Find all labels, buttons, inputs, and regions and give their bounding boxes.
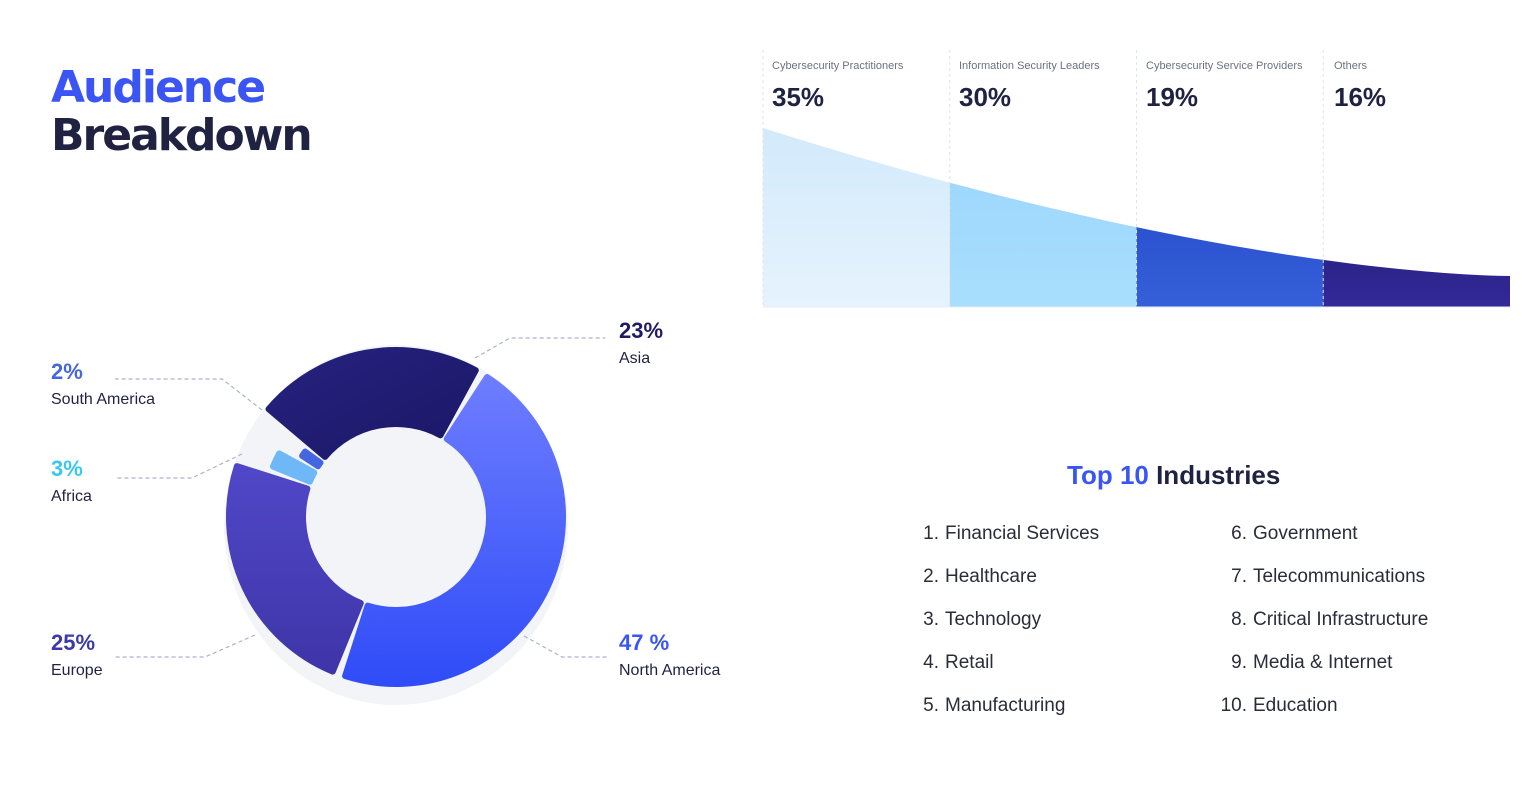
role-4-name: Others	[1334, 60, 1368, 72]
industry-item: 9. Media & Internet	[1217, 652, 1392, 674]
role-column-4: Others 16%	[1334, 60, 1386, 113]
donut-slice-africa	[269, 450, 318, 485]
industry-name: Education	[1253, 695, 1338, 716]
industry-item: 6. Government	[1217, 523, 1358, 545]
label-north-america-name: North America	[619, 662, 721, 679]
donut-slice-north-america	[342, 374, 566, 687]
industry-item: 2. Healthcare	[909, 566, 1037, 588]
label-europe-pct: 25%	[51, 630, 96, 655]
industries-title-highlight: Top 10	[1067, 460, 1149, 490]
role-4-value: 16%	[1334, 82, 1387, 112]
industry-item: 10. Education	[1217, 695, 1338, 717]
title-line-2: Breakdown	[51, 110, 313, 161]
industry-number: 6.	[1231, 523, 1247, 544]
area-segment-2	[949, 182, 1137, 307]
label-asia-pct: 23%	[619, 318, 664, 343]
industry-name: Healthcare	[945, 566, 1037, 587]
leader-europe	[115, 634, 256, 658]
industry-number: 9.	[1231, 652, 1247, 673]
label-north-america: 47 % North America	[619, 630, 720, 682]
label-south-america: 2% South America	[51, 359, 155, 411]
area-segment-4	[1323, 259, 1510, 307]
donut-leader-lines	[115, 337, 608, 658]
title-line-1: Audience	[51, 62, 266, 113]
leader-south-america	[115, 378, 263, 411]
page-title: Audience Breakdown	[51, 62, 313, 161]
industry-number: 10.	[1220, 695, 1247, 716]
industry-item: 4. Retail	[909, 652, 994, 674]
label-europe: 25% Europe	[51, 630, 103, 682]
role-column-1: Cybersecurity Practitioners 35%	[772, 60, 903, 113]
leader-asia	[474, 337, 605, 359]
role-3-value: 19%	[1146, 82, 1199, 112]
industry-name: Manufacturing	[945, 695, 1066, 716]
label-europe-name: Europe	[51, 662, 103, 679]
label-north-america-pct: 47 %	[619, 630, 670, 655]
industry-item: 7. Telecommunications	[1217, 566, 1425, 588]
industry-name: Media & Internet	[1253, 652, 1393, 673]
role-2-name: Information Security Leaders	[959, 60, 1100, 72]
donut-slice-europe	[226, 463, 364, 675]
industry-item: 3. Technology	[909, 609, 1041, 631]
label-africa-name: Africa	[51, 488, 92, 505]
industries-title: Top 10 Industries	[1067, 460, 1280, 491]
industry-name: Technology	[945, 609, 1042, 630]
industry-name: Retail	[945, 652, 994, 673]
label-africa-pct: 3%	[51, 456, 83, 481]
industry-name: Government	[1253, 523, 1358, 544]
industry-item: 5. Manufacturing	[909, 695, 1065, 717]
industry-number: 7.	[1231, 566, 1247, 587]
label-asia: 23% Asia	[619, 318, 663, 370]
industry-number: 2.	[923, 566, 939, 587]
industry-name: Financial Services	[945, 523, 1100, 544]
industry-number: 1.	[923, 523, 939, 544]
industry-item: 1. Financial Services	[909, 523, 1099, 545]
industry-item: 8. Critical Infrastructure	[1217, 609, 1428, 631]
area-segment-1	[763, 128, 950, 307]
industry-number: 4.	[923, 652, 939, 673]
industry-number: 3.	[923, 609, 939, 630]
role-1-value: 35%	[772, 82, 825, 112]
role-1-name: Cybersecurity Practitioners	[772, 60, 904, 72]
industry-name: Telecommunications	[1253, 566, 1426, 587]
label-south-america-pct: 2%	[51, 359, 83, 384]
industries-title-rest: Industries	[1148, 460, 1281, 490]
industry-number: 5.	[923, 695, 939, 716]
leader-north-america	[523, 635, 608, 658]
label-asia-name: Asia	[619, 350, 651, 367]
role-column-2: Information Security Leaders 30%	[959, 60, 1100, 113]
industry-name: Critical Infrastructure	[1253, 609, 1429, 630]
label-africa: 3% Africa	[51, 456, 92, 508]
role-2-value: 30%	[959, 82, 1012, 112]
area-chart	[762, 50, 1510, 308]
donut-slice-south-america	[299, 448, 324, 470]
leader-africa	[115, 453, 243, 479]
donut-chart	[226, 347, 566, 687]
donut-slice-asia	[265, 347, 479, 460]
area-segment-3	[1136, 227, 1324, 307]
role-3-name: Cybersecurity Service Providers	[1146, 60, 1303, 72]
role-column-3: Cybersecurity Service Providers 19%	[1146, 60, 1303, 113]
label-south-america-name: South America	[51, 391, 156, 408]
industry-number: 8.	[1231, 609, 1247, 630]
